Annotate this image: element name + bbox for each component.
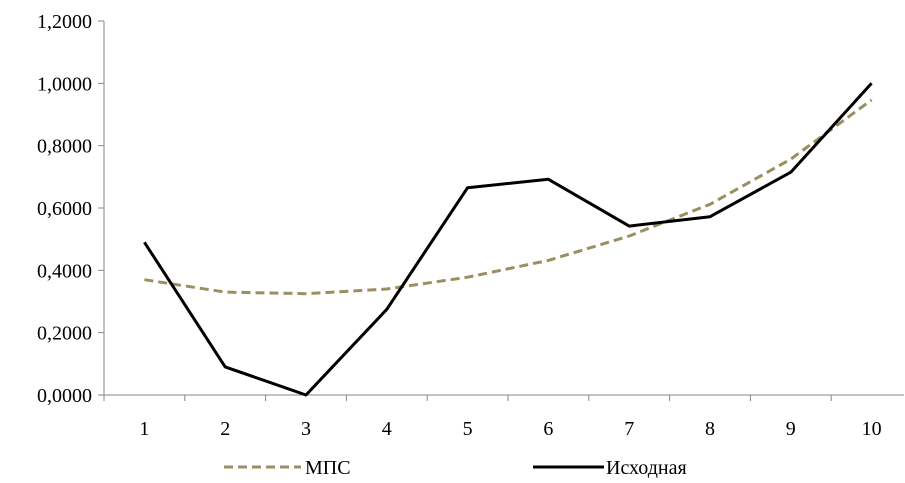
x-axis-labels: 1 2 3 4 5 6 7 8 9 10 [139, 418, 881, 440]
legend-label-1: МПС [305, 457, 351, 479]
y-tick-label: 1,0000 [37, 73, 92, 95]
legend-label-2: Исходная [606, 457, 687, 479]
y-tick-label: 0,8000 [37, 136, 92, 158]
x-tick-label: 6 [543, 418, 553, 440]
y-tick-label: 0,4000 [37, 260, 92, 282]
y-tick-label: 1,2000 [37, 11, 92, 33]
y-tick-label: 0,0000 [37, 385, 92, 407]
series-line-1 [144, 98, 873, 296]
x-tick-label: 2 [220, 418, 230, 440]
x-tick-label: 1 [139, 418, 149, 440]
x-tick-label: 7 [624, 418, 634, 440]
y-axis-labels: 0,0000 0,2000 0,4000 0,6000 0,8000 1,0000 1,20… [37, 11, 92, 407]
x-tick-label: 3 [301, 418, 311, 440]
x-tick-label: 5 [463, 418, 473, 440]
x-tick-label: 4 [382, 418, 392, 440]
x-tick-label: 9 [786, 418, 796, 440]
x-tick-label: 10 [862, 418, 882, 440]
y-tick-label: 0,2000 [37, 323, 92, 345]
chart-legend: МПС Исходная [224, 457, 687, 479]
y-tick-label: 0,6000 [37, 198, 92, 220]
chart-series [143, 82, 873, 397]
x-tick-label: 8 [705, 418, 715, 440]
chart-axes [98, 20, 904, 401]
series-line-2 [143, 82, 873, 397]
